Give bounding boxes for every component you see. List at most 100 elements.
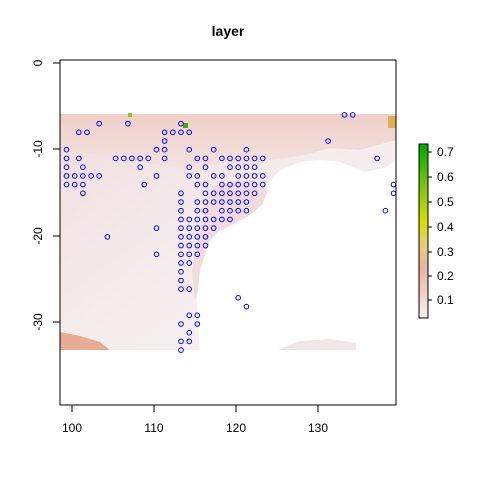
data-point bbox=[227, 190, 233, 197]
data-point bbox=[178, 199, 184, 205]
data-point bbox=[178, 347, 184, 353]
data-point bbox=[251, 164, 258, 170]
x-tick-label-110: 110 bbox=[144, 421, 163, 435]
data-point bbox=[349, 112, 356, 118]
data-point bbox=[186, 338, 192, 345]
y-tick-label-0: 0 bbox=[31, 59, 45, 66]
legend-color-bar bbox=[418, 143, 429, 319]
data-point bbox=[161, 138, 168, 144]
data-point bbox=[186, 129, 192, 136]
data-point bbox=[129, 155, 135, 162]
data-point bbox=[170, 129, 176, 136]
points-layer bbox=[63, 112, 397, 353]
data-point bbox=[259, 173, 266, 179]
raster-layer bbox=[60, 113, 396, 350]
data-point bbox=[243, 303, 250, 310]
data-point bbox=[210, 216, 217, 223]
data-point bbox=[88, 173, 94, 179]
color-legend: 0.1 0.2 0.3 0.4 0.5 0.6 0.7 bbox=[418, 143, 454, 319]
data-point bbox=[186, 225, 192, 231]
x-tick-label-120: 120 bbox=[226, 421, 246, 435]
data-point bbox=[186, 251, 192, 258]
data-point bbox=[227, 199, 233, 205]
data-point bbox=[104, 234, 111, 240]
data-point bbox=[178, 251, 184, 258]
data-point bbox=[325, 138, 331, 144]
data-point bbox=[390, 190, 397, 197]
data-point bbox=[243, 146, 250, 153]
data-point bbox=[178, 234, 184, 240]
data-point bbox=[178, 268, 184, 275]
data-point bbox=[243, 155, 250, 162]
data-point bbox=[194, 207, 201, 214]
data-point bbox=[194, 312, 201, 319]
raster-north-band bbox=[60, 114, 396, 170]
data-point bbox=[112, 155, 119, 162]
data-point bbox=[96, 173, 102, 179]
data-point bbox=[80, 164, 86, 170]
data-point bbox=[178, 207, 184, 214]
legend-tick-label-03: 0.3 bbox=[437, 245, 454, 259]
data-point bbox=[194, 225, 201, 231]
data-point bbox=[161, 146, 168, 153]
data-point bbox=[235, 199, 241, 205]
data-point bbox=[194, 234, 201, 240]
data-point bbox=[243, 190, 250, 197]
data-point bbox=[186, 234, 192, 240]
data-point bbox=[243, 164, 250, 170]
y-tick-label-m10: -10 bbox=[31, 140, 45, 158]
data-point bbox=[80, 190, 86, 197]
data-point bbox=[194, 216, 201, 223]
legend-tick-label-07: 0.7 bbox=[437, 145, 454, 159]
data-point bbox=[194, 242, 201, 249]
data-point bbox=[235, 207, 241, 214]
legend-tick-label-05: 0.5 bbox=[437, 195, 454, 209]
data-point bbox=[227, 181, 233, 188]
legend-tick-label-04: 0.4 bbox=[437, 220, 454, 234]
data-point bbox=[63, 155, 70, 162]
data-point bbox=[186, 173, 192, 179]
data-point bbox=[63, 181, 70, 188]
data-point bbox=[71, 181, 78, 188]
data-point bbox=[80, 173, 86, 179]
data-point bbox=[125, 120, 131, 127]
data-point bbox=[178, 321, 184, 327]
data-point bbox=[63, 146, 70, 153]
data-point bbox=[251, 155, 258, 162]
data-point bbox=[178, 260, 184, 266]
data-point bbox=[186, 242, 192, 249]
data-point bbox=[186, 286, 192, 292]
data-point bbox=[186, 146, 192, 153]
data-point bbox=[202, 155, 209, 162]
data-point bbox=[121, 155, 127, 162]
data-point bbox=[178, 129, 184, 136]
data-point bbox=[194, 173, 201, 179]
data-point bbox=[178, 225, 184, 231]
data-point bbox=[194, 181, 201, 188]
data-point bbox=[202, 225, 209, 231]
data-point bbox=[194, 251, 201, 258]
data-point bbox=[153, 173, 160, 179]
plot-frame bbox=[59, 59, 397, 406]
data-point bbox=[243, 199, 250, 205]
data-point bbox=[259, 155, 266, 162]
raster-green-cell-1 bbox=[128, 113, 132, 117]
data-point bbox=[390, 181, 397, 188]
x-tick-label-130: 130 bbox=[308, 421, 328, 435]
data-point bbox=[137, 155, 143, 162]
data-point bbox=[219, 190, 225, 197]
y-axis bbox=[53, 62, 60, 323]
legend-tick-label-01: 0.1 bbox=[437, 293, 454, 307]
raster-south-strip bbox=[278, 339, 356, 350]
data-point bbox=[374, 155, 381, 162]
data-point bbox=[219, 155, 225, 162]
data-point bbox=[202, 181, 209, 188]
chart-title: layer bbox=[212, 23, 245, 39]
data-point bbox=[235, 190, 241, 197]
data-point bbox=[235, 155, 241, 162]
data-point bbox=[235, 181, 241, 188]
data-point bbox=[251, 173, 258, 179]
data-point bbox=[235, 295, 241, 301]
data-point bbox=[194, 321, 201, 327]
data-point bbox=[178, 242, 184, 249]
